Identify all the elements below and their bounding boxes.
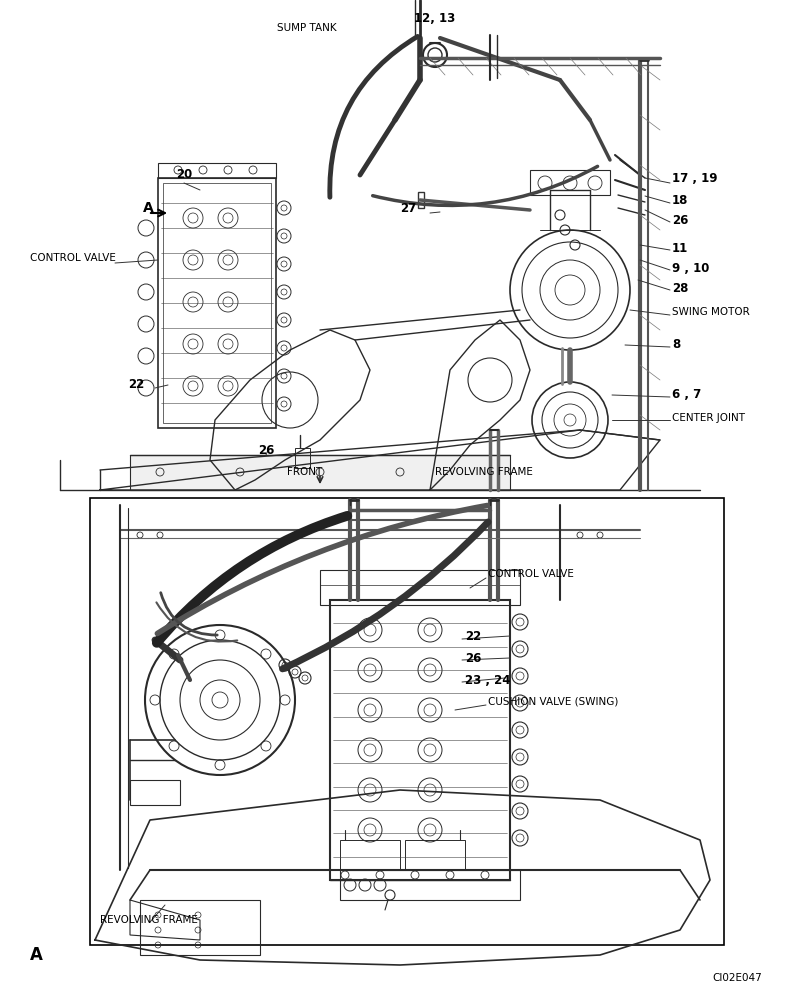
Text: 26: 26 (672, 214, 688, 227)
Text: CUSHION VALVE (SWING): CUSHION VALVE (SWING) (488, 697, 618, 707)
Bar (140, 900, 260, 955)
Text: 20: 20 (176, 168, 192, 182)
Text: 18: 18 (672, 194, 688, 207)
Text: 28: 28 (672, 282, 688, 294)
Text: 22: 22 (465, 630, 482, 643)
Text: REVOLVING FRAME: REVOLVING FRAME (100, 915, 198, 925)
Bar (418, 192, 424, 208)
Bar (158, 178, 276, 428)
Text: 6 , 7: 6 , 7 (672, 388, 701, 401)
Text: 23 , 24: 23 , 24 (465, 674, 511, 686)
Bar (330, 600, 510, 880)
Text: 26: 26 (465, 652, 482, 664)
Text: 17 , 19: 17 , 19 (672, 172, 718, 184)
Text: CENTER JOINT: CENTER JOINT (672, 413, 745, 423)
Bar (320, 570, 520, 605)
Bar (405, 840, 465, 870)
Text: CI02E047: CI02E047 (712, 973, 762, 983)
Text: 22: 22 (128, 377, 144, 390)
Bar (130, 780, 180, 805)
Text: SUMP TANK: SUMP TANK (277, 23, 337, 33)
Bar (90, 498, 724, 945)
Bar (340, 870, 520, 900)
Text: 9 , 10: 9 , 10 (672, 261, 709, 274)
Text: 12, 13: 12, 13 (415, 11, 456, 24)
Bar (163, 183, 271, 423)
Text: SWING MOTOR: SWING MOTOR (672, 307, 750, 317)
Text: A: A (30, 946, 43, 964)
Bar (130, 455, 510, 490)
Text: 27: 27 (400, 202, 416, 215)
Text: CONTROL VALVE: CONTROL VALVE (488, 569, 574, 579)
Bar (158, 163, 276, 178)
Text: FRONT: FRONT (288, 467, 322, 477)
Bar (340, 840, 400, 870)
Text: 26: 26 (258, 444, 274, 456)
Text: CONTROL VALVE: CONTROL VALVE (30, 253, 116, 263)
Text: A: A (143, 201, 154, 215)
Bar (530, 170, 610, 195)
Text: 11: 11 (672, 241, 688, 254)
Text: 8: 8 (672, 338, 680, 352)
Bar (295, 448, 310, 468)
Text: REVOLVING FRAME: REVOLVING FRAME (435, 467, 532, 477)
